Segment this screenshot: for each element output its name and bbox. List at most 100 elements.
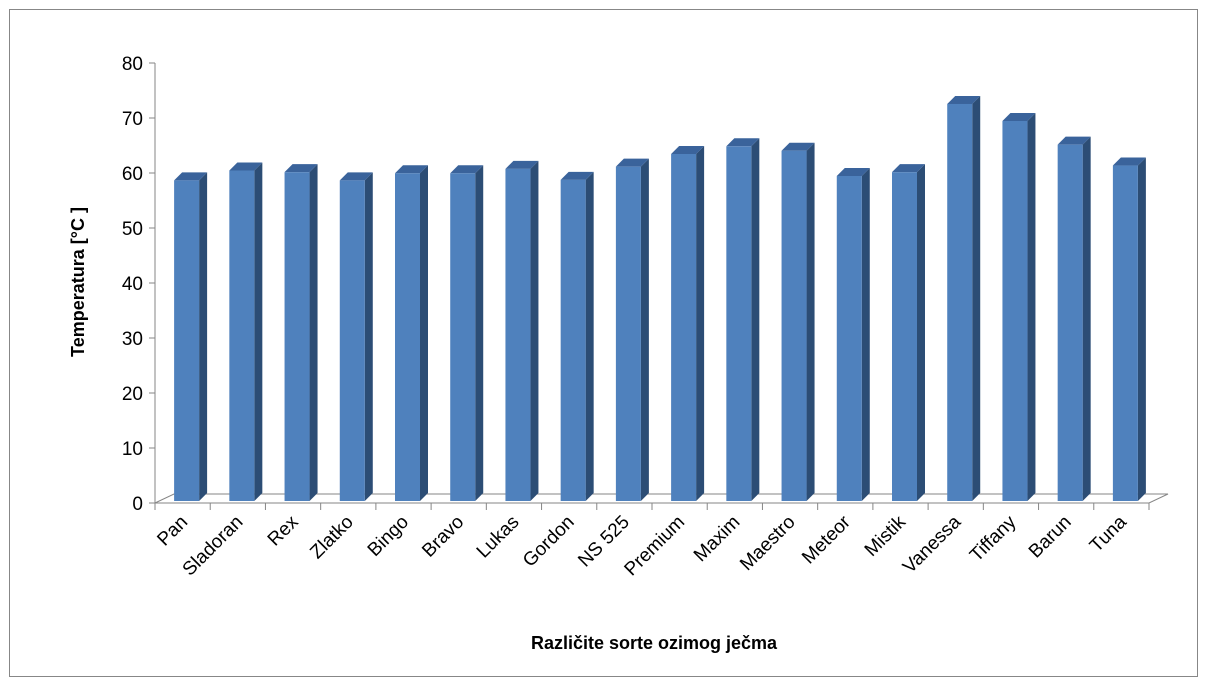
- bar-front: [671, 154, 697, 501]
- x-tick-label: Sladoran: [179, 512, 248, 581]
- bar-front: [836, 176, 862, 501]
- x-tick-label: Maestro: [736, 512, 799, 575]
- bar-side: [1082, 136, 1091, 501]
- x-tick-label: Vanessa: [899, 511, 965, 577]
- bar-front: [726, 146, 752, 502]
- bar-side: [861, 168, 870, 501]
- bar-front: [174, 180, 200, 501]
- x-tick-label: Barun: [1025, 512, 1076, 563]
- bar-side: [806, 142, 815, 501]
- bar: [229, 162, 263, 501]
- bar-top: [229, 162, 263, 171]
- y-tick-label: 50: [122, 219, 143, 240]
- bar-top: [339, 172, 373, 181]
- bar: [726, 138, 760, 502]
- bar-top: [726, 138, 760, 147]
- bar: [892, 164, 925, 501]
- bar: [450, 165, 484, 501]
- bar-front: [947, 103, 973, 501]
- bar: [174, 172, 208, 501]
- y-tick-label: 70: [122, 109, 143, 130]
- bar: [1057, 136, 1091, 501]
- bar-side: [640, 158, 649, 501]
- bar: [1002, 113, 1036, 501]
- bar-top: [1002, 113, 1036, 121]
- x-tick-label: Tuna: [1086, 511, 1131, 556]
- bar-top: [671, 146, 705, 154]
- bar-side: [696, 146, 705, 501]
- bar: [947, 95, 981, 501]
- bar-side: [475, 165, 484, 501]
- x-tick-label: Mistik: [861, 511, 911, 561]
- bar-front: [1002, 121, 1028, 501]
- x-tick-label: Meteor: [798, 511, 855, 568]
- y-tick-label: 30: [122, 329, 143, 350]
- bar-top: [505, 160, 539, 169]
- bar-side: [1027, 113, 1036, 501]
- bar: [615, 158, 649, 501]
- x-tick-label: Tiffany: [966, 511, 1021, 566]
- bar-top: [450, 165, 484, 174]
- bar-front: [615, 166, 641, 501]
- bar-front: [395, 173, 420, 501]
- bars: [174, 95, 1146, 502]
- bar-front: [781, 150, 807, 501]
- bar-top: [1057, 136, 1091, 145]
- bar-front: [1057, 144, 1083, 501]
- y-tick-label: 60: [122, 164, 143, 185]
- bar-front: [560, 179, 586, 501]
- bar: [284, 164, 318, 501]
- x-tick-label: Lukas: [473, 512, 524, 563]
- x-tick-label: Rex: [264, 511, 303, 550]
- bar-top: [284, 164, 318, 173]
- bar: [781, 142, 815, 501]
- chart-frame: [9, 9, 1198, 677]
- bar-top: [615, 158, 649, 167]
- bar-front: [450, 173, 476, 501]
- bar-top: [836, 168, 870, 176]
- bar: [505, 160, 539, 501]
- x-tick-label: Premium: [621, 512, 690, 581]
- bar-side: [199, 172, 208, 501]
- bar: [395, 165, 428, 501]
- bar-side: [751, 138, 760, 502]
- bar-top: [892, 164, 925, 173]
- bar-front: [892, 172, 917, 501]
- bar-front: [339, 180, 365, 501]
- x-tick-label: Bingo: [364, 512, 413, 561]
- bar-front: [229, 170, 255, 501]
- bar-side: [1137, 157, 1146, 502]
- bar-side: [254, 162, 263, 501]
- bar: [836, 168, 870, 501]
- x-axis-title: Različite sorte ozimog ječma: [531, 633, 778, 653]
- bar-top: [947, 95, 981, 104]
- bar-front: [284, 172, 310, 501]
- y-tick-label: 80: [122, 54, 143, 75]
- bar-side: [530, 160, 539, 501]
- bar-top: [174, 172, 208, 181]
- bar-top: [560, 171, 594, 180]
- bar-top: [781, 142, 815, 151]
- bar: [560, 171, 594, 501]
- bar-side: [420, 165, 428, 501]
- bar-top: [395, 165, 428, 174]
- bar-top: [1112, 157, 1146, 166]
- bar-side: [585, 171, 594, 501]
- bar-front: [505, 168, 531, 501]
- x-tick-label: Maxim: [690, 512, 744, 566]
- bar-front: [1112, 165, 1138, 502]
- y-tick-label: 10: [122, 439, 143, 460]
- y-tick-label: 40: [122, 274, 143, 295]
- bar: [1112, 157, 1146, 502]
- bar-side: [917, 164, 925, 501]
- y-tick-label: 20: [122, 384, 143, 405]
- x-tick-label: Pan: [153, 512, 192, 551]
- bar-side: [972, 95, 981, 501]
- x-tick-label: Zlatko: [306, 512, 357, 563]
- y-axis-title: Temperatura [°C ]: [68, 207, 88, 357]
- y-tick-label: 0: [132, 494, 143, 515]
- bar: [671, 146, 705, 501]
- bar: [339, 172, 373, 501]
- x-tick-label: Gordon: [519, 512, 579, 572]
